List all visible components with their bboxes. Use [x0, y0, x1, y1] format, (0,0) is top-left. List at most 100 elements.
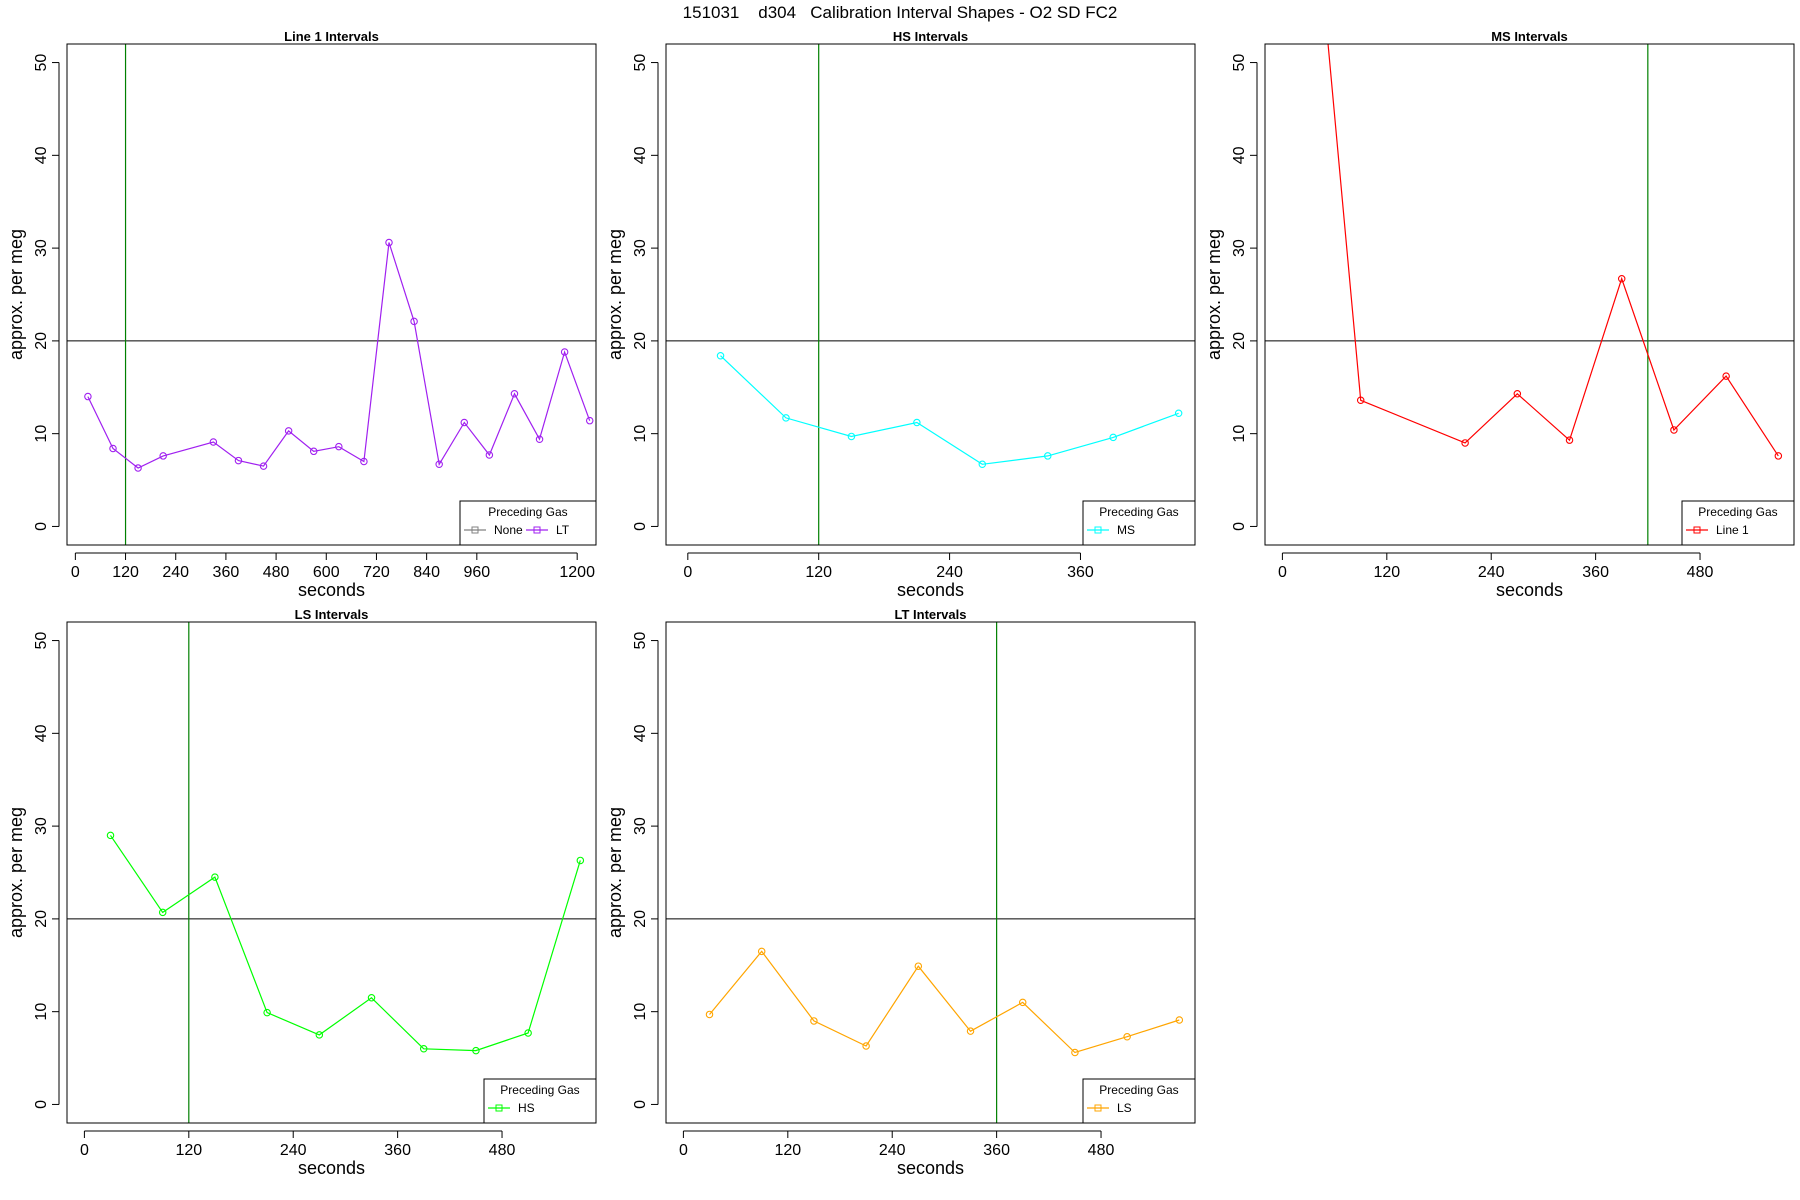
legend-box — [459, 500, 597, 546]
data-point — [360, 457, 368, 466]
data-point — [335, 442, 343, 451]
y-tick-label: 50 — [33, 632, 50, 650]
legend-box — [1082, 1078, 1196, 1124]
y-tick-label: 10 — [632, 1003, 649, 1021]
plot-frame — [665, 43, 1196, 546]
series-line — [87, 242, 591, 469]
legend-marker — [495, 1104, 503, 1112]
data-point — [1461, 439, 1469, 447]
data-point — [158, 908, 167, 917]
data-point — [576, 856, 585, 865]
y-tick-label: 10 — [632, 425, 649, 443]
data-point — [106, 831, 115, 840]
legend-label: LT — [556, 523, 570, 537]
data-point — [1513, 390, 1522, 398]
legend-marker — [1094, 526, 1102, 534]
legend-title: Preceding Gas — [1099, 1083, 1178, 1097]
legend: Preceding Gas None LT — [459, 500, 597, 546]
x-tick-label: 360 — [213, 564, 240, 581]
chart-panel: Line 1 Intervals 0 120 240 360 480 600 720 840 96… — [6, 29, 597, 600]
data-point — [367, 993, 376, 1002]
data-point — [560, 348, 569, 356]
data-point — [535, 435, 544, 443]
plot-area — [666, 622, 1195, 1123]
x-tick-label: 1200 — [559, 564, 595, 581]
y-tick-label: 40 — [632, 146, 649, 164]
y-tick-label: 50 — [632, 632, 649, 650]
data-point — [1174, 409, 1183, 418]
x-tick-label: 240 — [879, 1142, 906, 1159]
y-tick-label: 10 — [33, 425, 50, 443]
y-tick-label: 40 — [632, 724, 649, 742]
data-point — [913, 418, 921, 427]
x-tick-label: 240 — [936, 564, 963, 581]
data-point — [862, 1042, 870, 1050]
legend-title: Preceding Gas — [1099, 505, 1178, 519]
x-tick-label: 120 — [805, 564, 832, 581]
legend-label: HS — [518, 1101, 535, 1115]
plot-area — [67, 622, 596, 1123]
data-point — [109, 444, 117, 453]
x-tick-label: 480 — [1687, 564, 1714, 581]
y-axis-label: approx. per meg — [605, 807, 625, 938]
data-point — [705, 1010, 714, 1019]
data-point — [410, 317, 418, 326]
y-tick-label: 40 — [33, 724, 50, 742]
x-tick-label: 120 — [112, 564, 139, 581]
y-tick-label: 20 — [632, 332, 649, 350]
x-tick-label: 480 — [489, 1142, 516, 1159]
y-tick-label: 50 — [33, 54, 50, 72]
data-point — [263, 1008, 271, 1017]
data-point — [284, 427, 293, 435]
y-tick-label: 20 — [1231, 332, 1248, 350]
y-axis-label: approx. per meg — [1204, 229, 1224, 360]
legend-marker — [1693, 526, 1701, 534]
legend-title: Preceding Gas — [1698, 505, 1777, 519]
legend-box — [1681, 500, 1795, 546]
y-tick-label: 30 — [33, 817, 50, 835]
x-tick-label: 240 — [162, 564, 189, 581]
legend-label: MS — [1117, 523, 1135, 537]
legend-marker — [1094, 1104, 1102, 1112]
chart-panel: LS Intervals 0 120 240 360 480 seconds 0 10 20 30 4… — [6, 607, 597, 1178]
data-point — [1044, 452, 1052, 460]
x-tick-label: 120 — [175, 1142, 202, 1159]
figure-title: 151031 d304 Calibration Interval Shapes … — [683, 3, 1118, 22]
data-point — [1175, 1016, 1184, 1024]
x-axis-label: seconds — [1496, 580, 1563, 600]
legend-box — [483, 1078, 597, 1124]
panel-title: LT Intervals — [894, 607, 966, 622]
legend-box — [1082, 500, 1196, 546]
plot-area — [1265, 44, 1794, 545]
chart-panel: MS Intervals 0 120 240 360 480 seconds 0 10 20 30 4… — [1204, 29, 1795, 600]
x-axis-label: seconds — [298, 1158, 365, 1178]
x-tick-label: 960 — [463, 564, 490, 581]
data-point — [1123, 1032, 1131, 1041]
data-point — [966, 1027, 975, 1035]
x-tick-label: 0 — [683, 564, 692, 581]
data-point — [309, 447, 318, 456]
plot-frame — [1264, 43, 1795, 546]
x-tick-label: 0 — [71, 564, 80, 581]
data-point — [716, 351, 725, 360]
x-tick-label: 600 — [313, 564, 340, 581]
data-point — [134, 464, 142, 472]
legend-label: Line 1 — [1716, 523, 1749, 537]
y-tick-label: 40 — [33, 146, 50, 164]
data-point — [1722, 372, 1730, 380]
panel-title: HS Intervals — [893, 29, 968, 44]
y-tick-label: 20 — [33, 332, 50, 350]
y-tick-label: 0 — [33, 1100, 50, 1109]
y-tick-label: 50 — [632, 54, 649, 72]
y-tick-label: 20 — [632, 910, 649, 928]
chart-panels: Line 1 Intervals 0 120 240 360 480 600 720 840 96… — [6, 29, 1795, 1178]
series-line — [1327, 44, 1779, 457]
data-point — [914, 962, 923, 970]
plot-frame — [66, 43, 597, 546]
data-point — [84, 392, 92, 401]
x-tick-label: 360 — [983, 1142, 1010, 1159]
data-point — [1670, 426, 1678, 434]
data-point — [585, 416, 594, 425]
x-tick-label: 480 — [1088, 1142, 1115, 1159]
